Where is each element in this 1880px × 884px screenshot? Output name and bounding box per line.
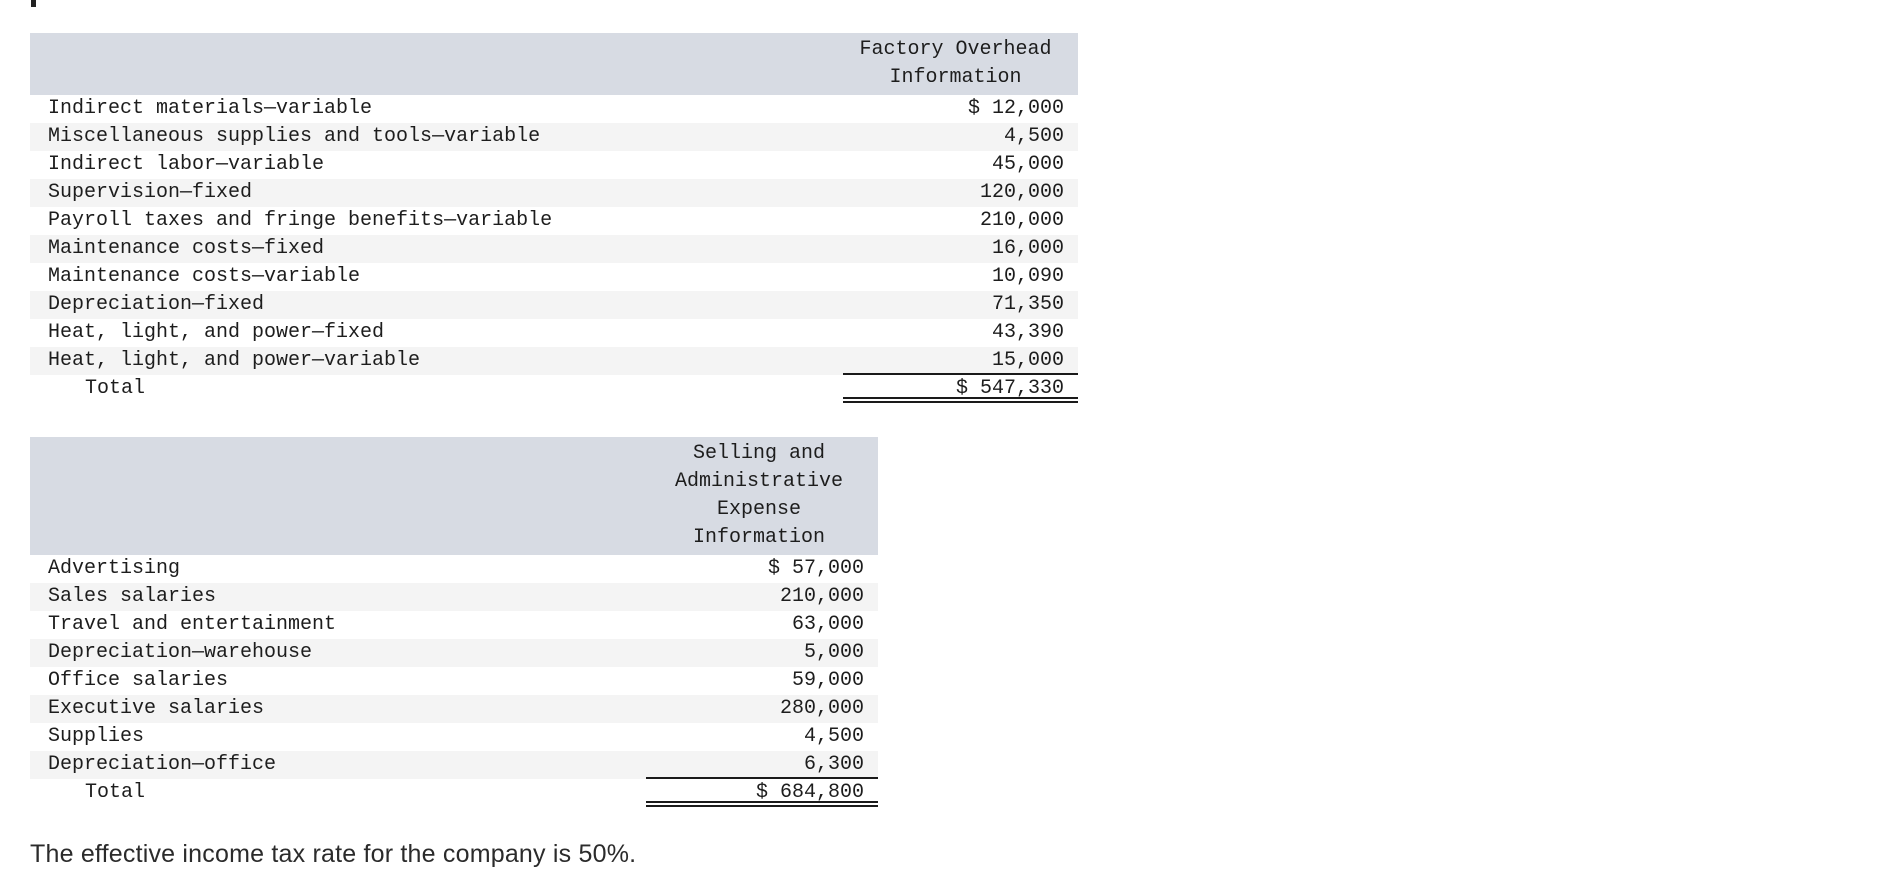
row-amount: 15,000 — [843, 347, 1078, 375]
row-label: Heat, light, and power—fixed — [48, 321, 385, 344]
table-row: Miscellaneous supplies and tools—variabl… — [30, 123, 1078, 151]
row-label: Supervision—fixed — [48, 181, 253, 204]
table-row: Depreciation—office 6,300 — [30, 751, 878, 779]
selling-admin-expense-table: Selling and Administrative Expense Informat… — [30, 437, 878, 807]
row-amount: 16,000 — [991, 237, 1064, 260]
table-row: Indirect labor—variable 45,000 — [30, 151, 1078, 179]
table-header-line: Administrative — [674, 470, 844, 493]
table-row: Sales salaries 210,000 — [30, 583, 878, 611]
table-row: Heat, light, and power—variable 15,000 — [30, 347, 1078, 375]
table-row: Indirect materials—variable $ 12,000 — [30, 95, 1078, 123]
table-row: Depreciation—fixed 71,350 — [30, 291, 1078, 319]
clipped-text-artifact — [31, 0, 36, 7]
table-row: Executive salaries 280,000 — [30, 695, 878, 723]
row-amount: $ 12,000 — [967, 97, 1064, 120]
table-row: Travel and entertainment 63,000 — [30, 611, 878, 639]
row-amount: 63,000 — [791, 613, 864, 636]
row-label: Depreciation—fixed — [48, 293, 265, 316]
table-header-text: Selling and Administrative Expense Informat… — [640, 440, 878, 552]
row-amount: 120,000 — [979, 181, 1064, 204]
row-amount: 43,390 — [991, 321, 1064, 344]
row-label: Office salaries — [48, 669, 229, 692]
row-amount: 45,000 — [991, 153, 1064, 176]
row-amount: $ 547,330 — [843, 375, 1078, 403]
total-row: Total $ 547,330 — [30, 375, 1078, 403]
row-label: Indirect materials—variable — [48, 97, 373, 120]
row-amount: 5,000 — [803, 641, 864, 664]
row-amount: $ 57,000 — [767, 557, 864, 580]
row-amount: 4,500 — [803, 725, 864, 748]
row-label: Supplies — [48, 725, 145, 748]
table-body: Advertising $ 57,000 Sales salaries 210,000… — [30, 555, 878, 807]
tax-rate-note: The effective income tax rate for the co… — [30, 840, 637, 868]
row-label: Advertising — [48, 557, 181, 580]
row-label: Payroll taxes and fringe benefits—variab… — [48, 209, 553, 232]
row-amount: 210,000 — [779, 585, 864, 608]
table-row: Heat, light, and power—fixed 43,390 — [30, 319, 1078, 347]
table-body: Indirect materials—variable $ 12,000 Misce… — [30, 95, 1078, 403]
table-header: Selling and Administrative Expense Informat… — [30, 437, 878, 555]
row-label: Miscellaneous supplies and tools—variabl… — [48, 125, 541, 148]
row-amount: 71,350 — [991, 293, 1064, 316]
table-header-text: Factory Overhead Information — [833, 36, 1078, 92]
table-row: Maintenance costs—fixed 16,000 — [30, 235, 1078, 263]
row-label: Executive salaries — [48, 697, 265, 720]
row-label: Depreciation—office — [48, 753, 277, 776]
row-amount: 4,500 — [1003, 125, 1064, 148]
row-amount: 210,000 — [979, 209, 1064, 232]
row-amount: $ 684,800 — [646, 779, 878, 807]
table-row: Supervision—fixed 120,000 — [30, 179, 1078, 207]
table-row: Supplies 4,500 — [30, 723, 878, 751]
factory-overhead-table: Factory Overhead Information Indirect mat… — [30, 33, 1078, 403]
row-label: Indirect labor—variable — [48, 153, 325, 176]
total-row: Total $ 684,800 — [30, 779, 878, 807]
table-row: Maintenance costs—variable 10,090 — [30, 263, 1078, 291]
table-row: Advertising $ 57,000 — [30, 555, 878, 583]
table-header-line: Information — [889, 66, 1022, 89]
row-label: Total — [85, 781, 146, 804]
table-row: Office salaries 59,000 — [30, 667, 878, 695]
row-label: Depreciation—warehouse — [48, 641, 313, 664]
table-header-line: Factory Overhead — [859, 38, 1052, 61]
row-label: Total — [85, 377, 146, 400]
table-header-line: Selling and — [692, 442, 826, 465]
row-amount: 280,000 — [779, 697, 864, 720]
row-amount: 10,090 — [991, 265, 1064, 288]
row-amount: 59,000 — [791, 669, 864, 692]
table-row: Depreciation—warehouse 5,000 — [30, 639, 878, 667]
row-label: Maintenance costs—variable — [48, 265, 361, 288]
table-header-line: Information — [692, 526, 826, 549]
row-label: Maintenance costs—fixed — [48, 237, 325, 260]
table-header: Factory Overhead Information — [30, 33, 1078, 95]
row-label: Heat, light, and power—variable — [48, 349, 421, 372]
table-row: Payroll taxes and fringe benefits—variab… — [30, 207, 1078, 235]
table-header-line: Expense — [716, 498, 801, 521]
row-label: Travel and entertainment — [48, 613, 337, 636]
row-label: Sales salaries — [48, 585, 217, 608]
row-amount: 6,300 — [646, 751, 878, 779]
